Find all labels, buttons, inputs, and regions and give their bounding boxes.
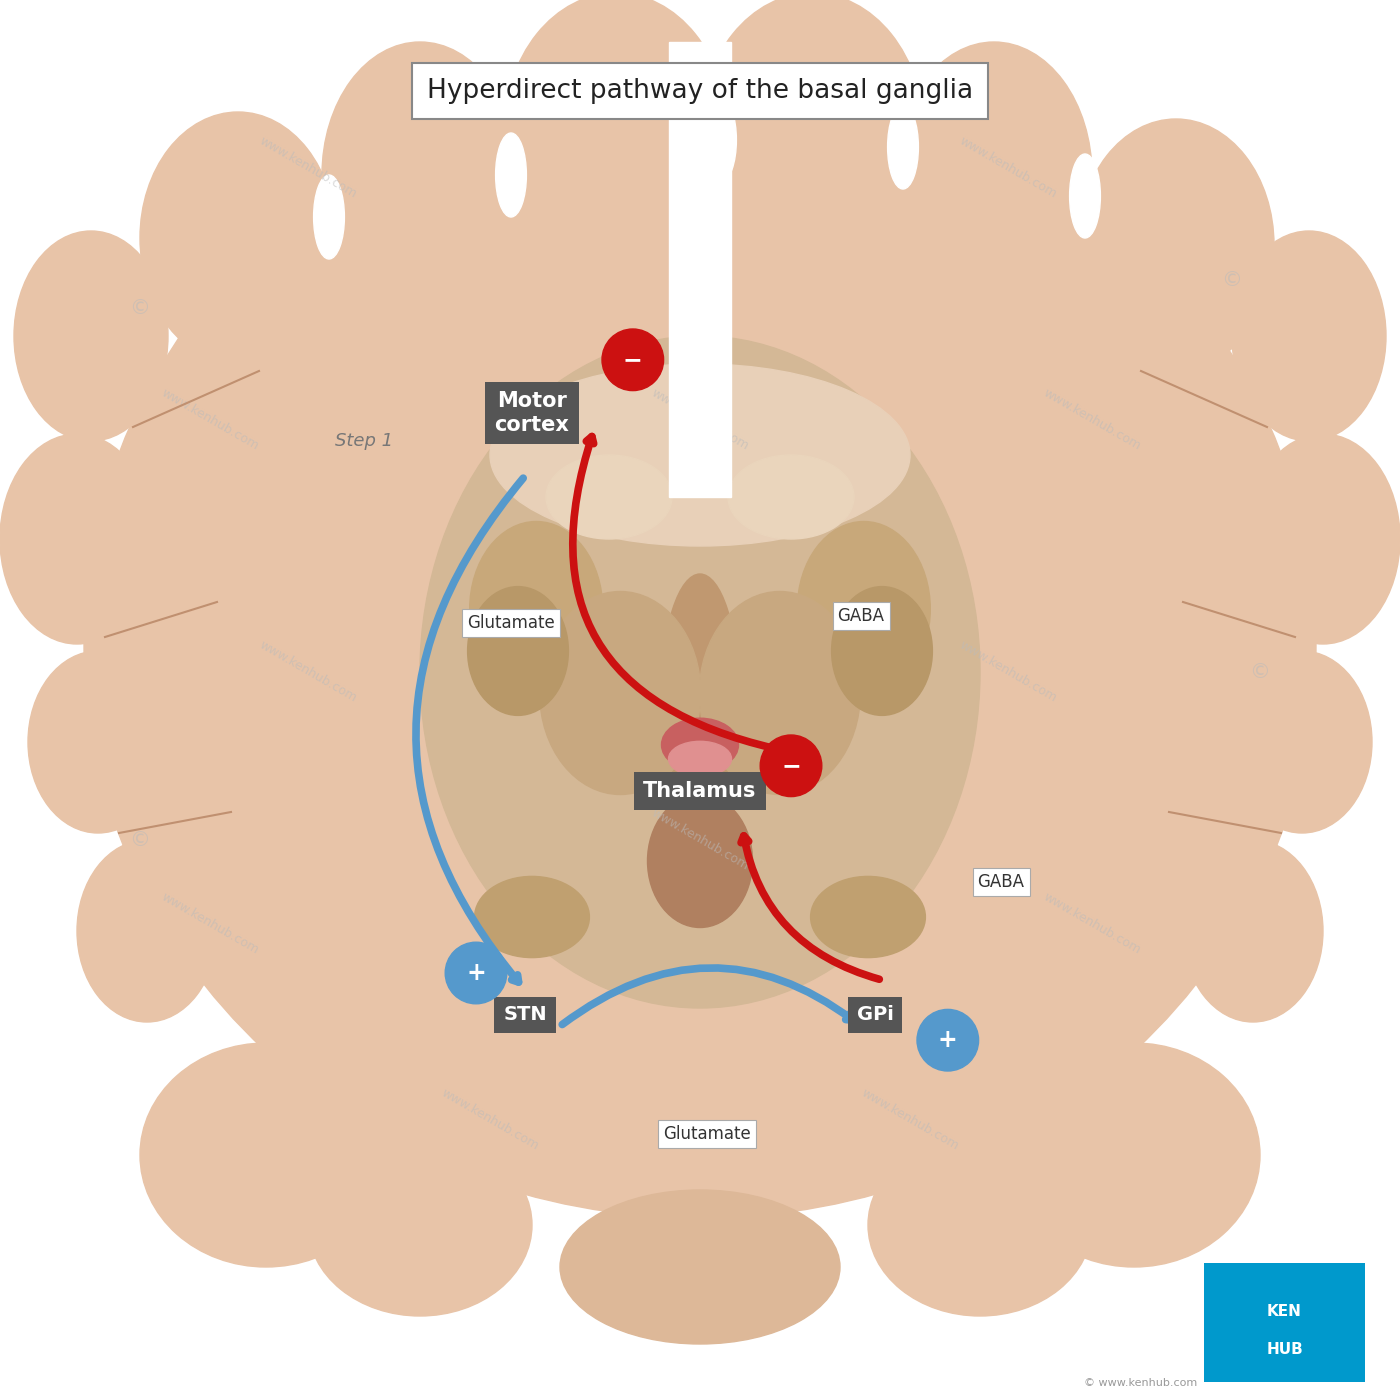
Text: HUB: HUB [1266,1343,1303,1357]
Text: www.kenhub.com: www.kenhub.com [160,890,260,958]
Ellipse shape [700,0,924,273]
Ellipse shape [77,840,217,1022]
Text: GABA: GABA [977,874,1025,890]
Text: www.kenhub.com: www.kenhub.com [440,1086,540,1154]
Ellipse shape [560,1190,840,1344]
Ellipse shape [84,70,1316,1218]
Text: Glutamate: Glutamate [468,615,554,631]
Text: Motor
cortex: Motor cortex [494,392,570,434]
Ellipse shape [468,587,568,715]
Text: −: − [623,347,643,372]
Text: +: + [466,960,486,986]
Ellipse shape [1232,651,1372,833]
Ellipse shape [140,1043,392,1267]
Text: www.kenhub.com: www.kenhub.com [258,638,358,706]
Text: www.kenhub.com: www.kenhub.com [650,806,750,874]
Text: ©: © [1222,270,1242,290]
Ellipse shape [496,133,526,217]
Ellipse shape [322,42,518,308]
Text: −: − [781,753,801,778]
Ellipse shape [14,231,168,441]
Ellipse shape [470,522,603,697]
Ellipse shape [728,455,854,539]
Ellipse shape [811,876,925,958]
Circle shape [602,329,664,391]
Text: www.kenhub.com: www.kenhub.com [160,386,260,454]
Ellipse shape [1070,154,1100,238]
Ellipse shape [546,455,672,539]
Ellipse shape [1232,231,1386,441]
Ellipse shape [661,718,739,771]
Text: www.kenhub.com: www.kenhub.com [958,134,1058,202]
Text: www.kenhub.com: www.kenhub.com [958,638,1058,706]
Ellipse shape [868,1134,1092,1316]
Ellipse shape [700,591,861,795]
Text: ©: © [130,298,150,318]
Polygon shape [669,42,731,497]
Ellipse shape [661,574,739,812]
Ellipse shape [504,0,728,273]
Text: © www.kenhub.com: © www.kenhub.com [1084,1378,1197,1389]
Ellipse shape [140,112,336,364]
Text: GPi: GPi [857,1005,893,1025]
Text: www.kenhub.com: www.kenhub.com [650,386,750,454]
Ellipse shape [647,795,753,927]
Text: ©: © [1250,662,1270,682]
Text: GABA: GABA [837,608,885,624]
Ellipse shape [669,742,731,776]
Ellipse shape [540,591,701,795]
Text: KEN: KEN [1267,1305,1302,1319]
Ellipse shape [888,105,918,189]
Text: Glutamate: Glutamate [664,1126,750,1142]
Text: Hyperdirect pathway of the basal ganglia: Hyperdirect pathway of the basal ganglia [427,78,973,104]
Text: www.kenhub.com: www.kenhub.com [860,1086,960,1154]
Ellipse shape [1078,119,1274,371]
Ellipse shape [706,98,736,182]
Ellipse shape [798,522,930,697]
Ellipse shape [28,651,168,833]
Ellipse shape [832,587,932,715]
Text: Thalamus: Thalamus [644,781,756,801]
Text: www.kenhub.com: www.kenhub.com [1042,890,1142,958]
Ellipse shape [420,336,980,1008]
Ellipse shape [896,42,1092,308]
Ellipse shape [1008,1043,1260,1267]
Circle shape [445,942,507,1004]
Ellipse shape [314,175,344,259]
Ellipse shape [0,434,154,644]
Text: www.kenhub.com: www.kenhub.com [258,134,358,202]
Ellipse shape [475,876,589,958]
Ellipse shape [308,1134,532,1316]
Text: Step 1: Step 1 [335,433,393,449]
Text: ©: © [130,830,150,850]
Circle shape [917,1009,979,1071]
Text: +: + [938,1028,958,1053]
Ellipse shape [1183,840,1323,1022]
Text: www.kenhub.com: www.kenhub.com [1042,386,1142,454]
Circle shape [760,735,822,797]
Ellipse shape [1246,434,1400,644]
FancyBboxPatch shape [1204,1263,1365,1382]
Text: STN: STN [503,1005,547,1025]
Ellipse shape [490,364,910,546]
